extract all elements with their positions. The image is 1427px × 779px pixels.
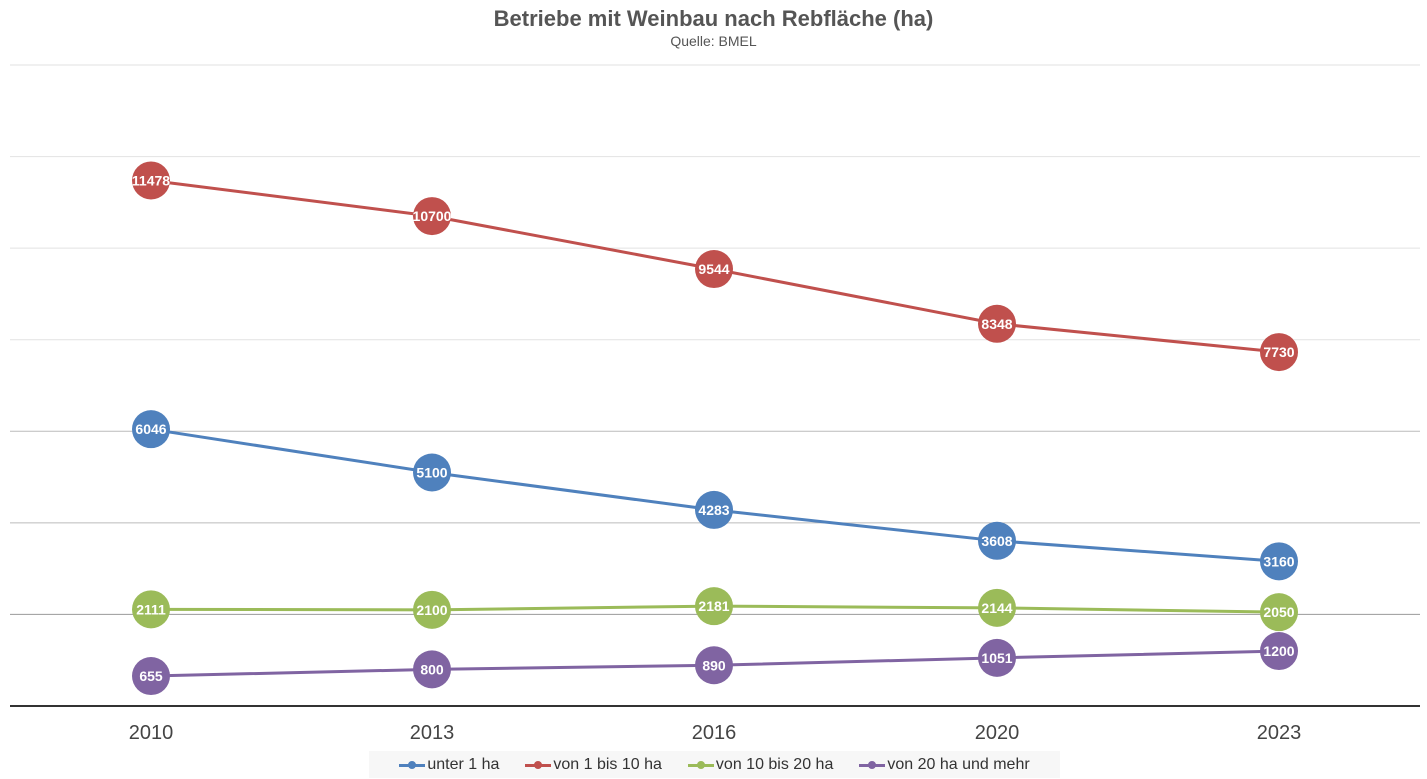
data-point [413,650,451,689]
data-label: 890 [702,657,726,673]
legend-swatch-icon [399,760,426,770]
x-tick-label: 2010 [129,722,174,744]
data-point [695,587,733,626]
data-label: 11478 [132,172,170,188]
data-label: 2181 [698,598,729,614]
data-point [132,161,170,200]
x-tick-label: 2023 [1257,722,1302,744]
legend-item[interactable]: von 10 bis 20 ha [687,755,834,774]
data-point [413,197,451,236]
data-point [978,304,1016,343]
legend-item[interactable]: von 1 bis 10 ha [525,756,662,774]
data-point [132,590,170,629]
chart-subtitle: Quelle: BMEL [670,33,757,49]
legend-item[interactable]: unter 1 ha [399,756,499,774]
legend-label: von 20 ha und mehr [887,755,1030,773]
x-tick-label: 2013 [410,722,455,744]
legend-swatch-icon [859,760,886,770]
x-tick-label: 2016 [692,722,737,744]
legend-swatch-icon [687,760,714,770]
data-point [695,646,733,685]
data-label: 5100 [416,464,447,480]
legend-label: von 1 bis 10 ha [553,755,662,773]
data-label: 655 [139,668,163,684]
data-label: 1200 [1263,643,1294,659]
data-label: 7730 [1263,344,1294,360]
legend-item[interactable]: von 20 ha und mehr [859,755,1030,774]
line-chart: 2010 2013 2016 2020 2023 6046 5100 4283 3608 3160… [10,64,1420,744]
data-label: 9544 [698,261,729,277]
data-label: 10700 [413,208,452,224]
data-label: 6046 [135,421,166,437]
data-label: 3160 [1263,553,1294,569]
data-point [695,250,733,289]
data-label: 2100 [416,602,447,618]
data-point [978,521,1016,560]
legend-swatch-icon [525,760,552,770]
data-point [413,453,451,492]
data-point [978,588,1016,627]
data-label: 3608 [981,533,1012,549]
data-label: 4283 [698,502,729,518]
x-tick-label: 2020 [975,722,1020,744]
data-label: 8348 [981,316,1012,332]
data-label: 800 [420,661,444,677]
data-point [695,490,733,529]
data-label: 2111 [136,601,166,617]
legend: unter 1 ha von 1 bis 10 ha von 10 bis 20 h… [369,751,1060,778]
data-label: 1051 [981,650,1012,666]
chart-title: Betriebe mit Weinbau nach Rebfläche (ha) [493,6,934,31]
data-point [1260,333,1298,372]
data-point [132,657,170,696]
data-label: 2050 [1263,604,1294,620]
data-point [1260,632,1298,671]
legend-label: von 10 bis 20 ha [715,755,834,773]
data-point [978,638,1016,677]
data-point [1260,593,1298,632]
data-point [413,590,451,629]
legend-label: unter 1 ha [427,755,500,773]
data-point [132,410,170,449]
data-point [1260,542,1298,581]
data-label: 2144 [981,600,1012,616]
